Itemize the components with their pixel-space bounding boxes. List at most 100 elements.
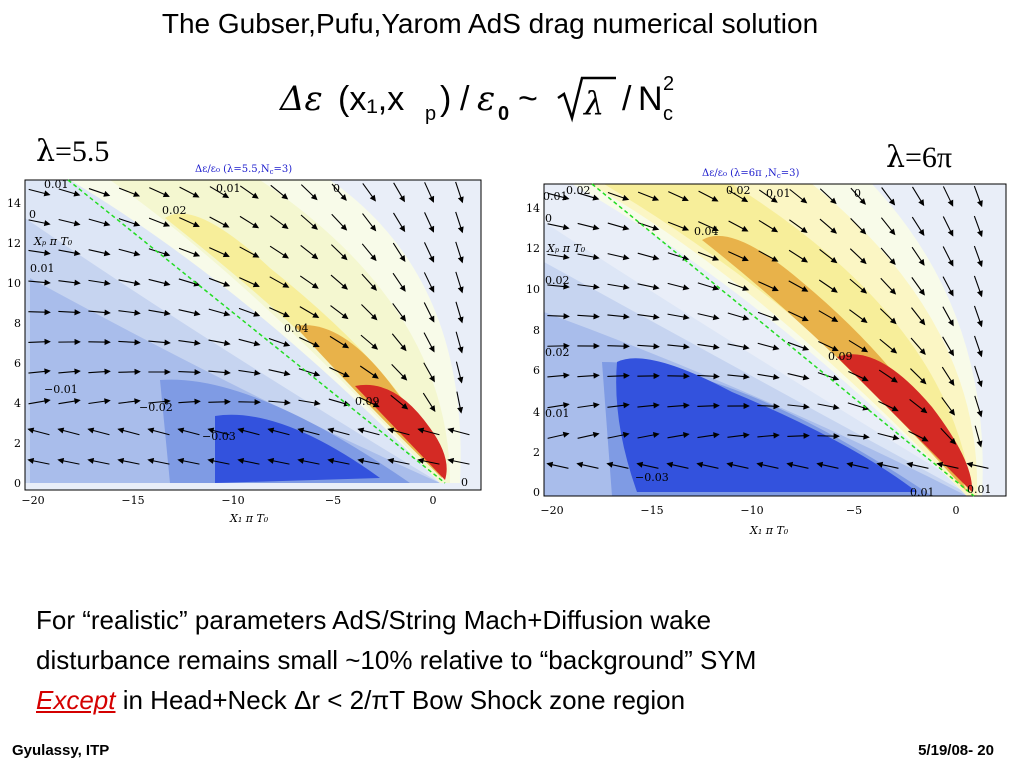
vector-arrow-head: [593, 402, 600, 409]
vector-arrow-head: [340, 223, 348, 231]
vector-arrow-head: [27, 427, 35, 434]
vector-arrow-head: [428, 195, 435, 203]
vector-arrow-head: [741, 255, 749, 262]
vector-arrow-head: [312, 312, 320, 318]
vector-arrow-head: [370, 254, 377, 262]
vector-arrow-head: [562, 431, 570, 438]
vector-arrow-head: [87, 457, 95, 464]
vector-arrow-head: [254, 399, 261, 406]
x-axis-label: X₁ π T₀: [749, 524, 789, 537]
vector-arrow-head: [222, 221, 230, 228]
vector-arrow-head: [771, 285, 779, 292]
vector-arrow-head: [117, 427, 125, 434]
y-tick: 6: [533, 364, 540, 377]
vector-arrow-head: [592, 224, 600, 231]
vector-arrow-head: [428, 225, 435, 233]
vector-arrow-head: [387, 427, 395, 434]
vector-arrow-head: [133, 191, 141, 197]
vector-arrow-head: [889, 287, 897, 295]
contour-label: 0.02: [566, 184, 591, 197]
vector-arrow-head: [593, 283, 600, 290]
vector-arrow-head: [104, 279, 111, 286]
vector-arrow-head: [134, 309, 141, 316]
vector-arrow-head: [193, 310, 201, 317]
vector-arrow-head: [310, 193, 318, 201]
vector-arrow-head: [947, 289, 954, 297]
contour-label: 0.04: [694, 225, 719, 238]
contour-label: 0.02: [545, 274, 570, 287]
vector-arrow-head: [846, 461, 854, 468]
vector-arrow-head: [428, 255, 435, 263]
vector-arrow-head: [712, 284, 720, 291]
vector-arrow-head: [371, 343, 379, 350]
vector-arrow-head: [801, 286, 809, 292]
vector-arrow-head: [192, 191, 200, 198]
lambda-left-label: λ=5.5: [36, 134, 110, 169]
vector-arrow-head: [399, 284, 406, 292]
vector-arrow-head: [976, 290, 983, 298]
vector-arrow-head: [44, 279, 51, 286]
formula-sup-2: 2: [663, 73, 674, 95]
plot-title: Δε/ε₀ (λ=6π ,Nc=3): [702, 168, 799, 180]
vector-arrow-head: [892, 434, 900, 441]
vector-arrow-head: [860, 316, 868, 324]
vector-arrow-head: [447, 457, 455, 464]
vector-arrow-head: [192, 221, 200, 228]
vector-arrow-head: [163, 250, 171, 257]
vector-arrow-head: [863, 433, 870, 440]
y-tick: 6: [14, 357, 21, 370]
vector-arrow-head: [772, 344, 780, 351]
vector-arrow-head: [340, 194, 347, 201]
formula-tilde: ~: [518, 80, 538, 118]
footer-author: Gyulassy, ITP: [12, 742, 110, 759]
vector-arrow-head: [57, 457, 65, 464]
x-tick: −10: [221, 494, 244, 507]
vector-arrow-head: [889, 317, 897, 325]
vector-arrow-head: [948, 319, 954, 327]
vector-arrow-head: [104, 368, 111, 375]
vector-arrow-head: [696, 461, 704, 468]
vector-arrow-head: [163, 280, 171, 287]
vector-arrow-head: [563, 402, 570, 409]
contour-label: 0.01: [910, 486, 935, 499]
x-tick: −10: [740, 504, 763, 517]
vector-arrow-head: [369, 194, 376, 202]
vector-arrow-head: [682, 432, 690, 439]
vector-arrow-head: [976, 350, 983, 358]
contour-label: 0.01: [967, 483, 992, 496]
vector-arrow-head: [103, 190, 111, 197]
vector-arrow-head: [254, 369, 261, 376]
body-line: Except in Head+Neck Δr < 2/πT Bow Shock …: [36, 680, 1016, 720]
vector-arrow-head: [713, 402, 720, 409]
vector-arrow-head: [357, 457, 365, 464]
formula-slash2: /: [622, 80, 632, 118]
vector-arrow-head: [457, 286, 464, 294]
vector-arrow-head: [652, 224, 660, 231]
vector-arrow-head: [622, 224, 630, 231]
vector-arrow-head: [74, 309, 81, 316]
vector-arrow-head: [592, 194, 600, 201]
vector-arrow-head: [457, 196, 464, 204]
vector-arrow-head: [918, 258, 925, 266]
vector-arrow-head: [223, 281, 231, 287]
vector-arrow-head: [87, 427, 95, 434]
vector-arrow-head: [429, 405, 436, 413]
vector-arrow-head: [133, 280, 141, 287]
contour-label: 0.09: [355, 395, 380, 408]
vector-arrow-head: [164, 339, 171, 346]
vector-arrow-head: [74, 398, 81, 405]
vector-arrow-head: [713, 343, 720, 350]
vector-arrow-head: [891, 405, 899, 412]
vector-arrow-head: [311, 223, 318, 230]
vector-arrow-head: [592, 254, 600, 261]
vector-arrow-head: [222, 192, 230, 199]
vector-arrow-head: [282, 311, 290, 318]
vector-arrow-head: [918, 288, 925, 296]
vector-arrow-head: [859, 198, 866, 205]
y-tick: 10: [7, 277, 21, 290]
vector-arrow-head: [252, 222, 260, 229]
vector-arrow-head: [682, 284, 690, 291]
vector-arrow-head: [370, 313, 378, 321]
vector-arrow-head: [947, 229, 954, 237]
vector-arrow-head: [457, 406, 464, 414]
